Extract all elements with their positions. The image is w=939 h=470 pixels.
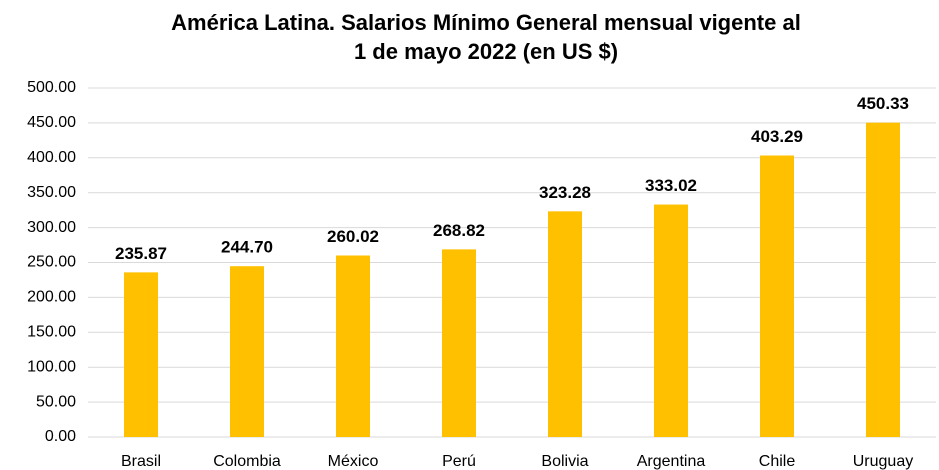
y-tick-label: 500.00	[27, 79, 76, 96]
y-tick-label: 100.00	[27, 358, 76, 375]
x-tick-label: Bolivia	[541, 453, 588, 470]
data-label: 235.87	[115, 244, 167, 263]
y-tick-label: 300.00	[27, 219, 76, 236]
bar	[442, 249, 476, 437]
y-tick-label: 250.00	[27, 254, 76, 271]
x-tick-label: México	[328, 453, 379, 470]
y-tick-label: 150.00	[27, 324, 76, 341]
y-tick-label: 450.00	[27, 114, 76, 131]
data-label: 333.02	[645, 176, 697, 195]
x-tick-label: Argentina	[637, 453, 706, 470]
y-tick-label: 50.00	[36, 393, 76, 410]
bar	[654, 204, 688, 437]
chart-title: 1 de mayo 2022 (en US $)	[354, 39, 618, 64]
data-label: 403.29	[751, 127, 803, 146]
bar	[548, 211, 582, 437]
y-tick-label: 400.00	[27, 149, 76, 166]
x-tick-label: Chile	[759, 453, 796, 470]
x-tick-label: Brasil	[121, 453, 161, 470]
x-tick-label: Perú	[442, 453, 476, 470]
bar	[124, 272, 158, 437]
data-label: 450.33	[857, 94, 909, 113]
data-label: 268.82	[433, 221, 485, 240]
y-tick-label: 0.00	[45, 428, 76, 445]
bar	[760, 155, 794, 437]
x-tick-label: Colombia	[213, 453, 281, 470]
data-label: 244.70	[221, 238, 273, 257]
chart-title: América Latina. Salarios Mínimo General …	[171, 10, 801, 35]
bar	[230, 266, 264, 437]
bar	[866, 122, 900, 437]
y-tick-label: 200.00	[27, 289, 76, 306]
bar	[336, 255, 370, 437]
data-label: 323.28	[539, 183, 591, 202]
x-tick-label: Uruguay	[853, 453, 913, 470]
data-label: 260.02	[327, 227, 379, 246]
y-tick-label: 350.00	[27, 184, 76, 201]
